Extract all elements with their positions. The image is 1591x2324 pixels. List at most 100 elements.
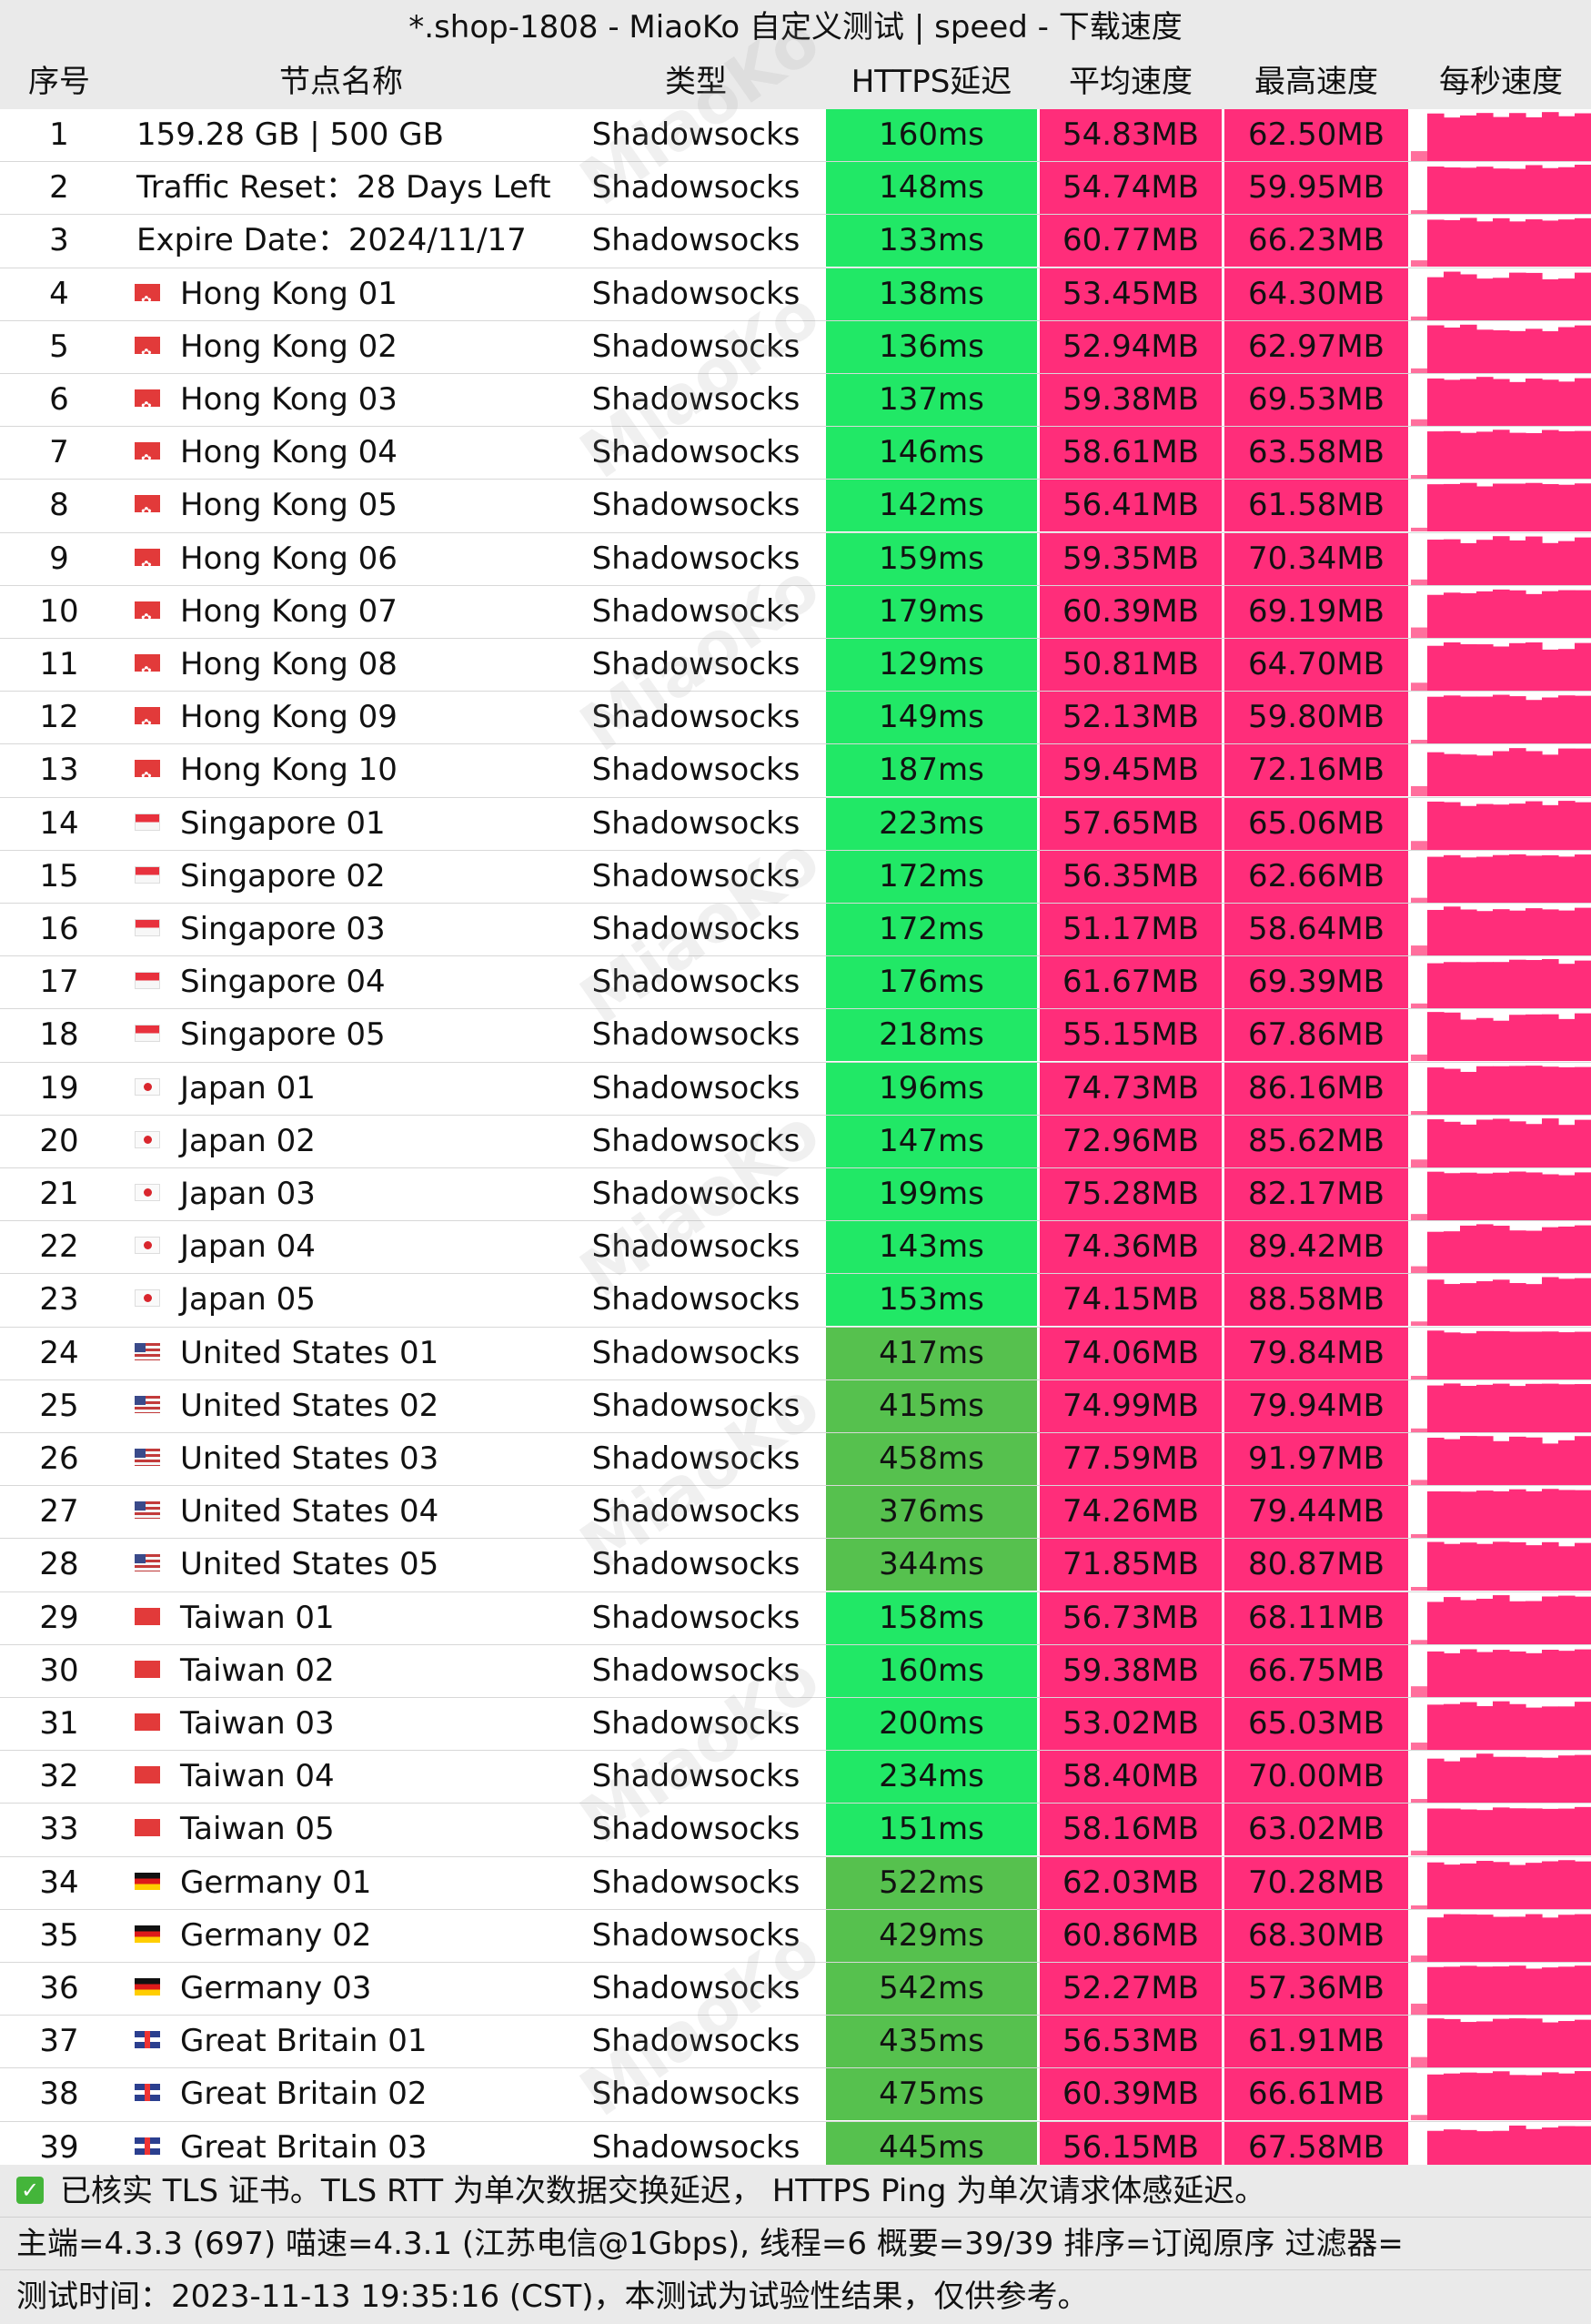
average-speed: 71.85MB [1040, 1539, 1222, 1591]
speed-sample-bar [1427, 2130, 1445, 2174]
table-row[interactable]: 19 Japan 01 Shadowsocks 196ms 74.73MB 86.16MB [0, 1062, 1591, 1116]
node-type: Shadowsocks [591, 1281, 801, 1319]
table-row[interactable]: 10 Hong Kong 07 Shadowsocks 179ms60.39MB69.… [0, 585, 1591, 639]
table-row[interactable]: 6 Hong Kong 03 Shadowsocks 137ms59.38MB69.5… [0, 374, 1591, 428]
table-row[interactable]: 35 Germany 02 Shadowsocks 429ms 60.86MB 68.30… [0, 1909, 1591, 1963]
table-row[interactable]: 8 Hong Kong 05 Shadowsocks 142ms56.41MB61.5… [0, 480, 1591, 533]
max-speed: 63.02MB [1224, 1804, 1408, 1856]
speed-sample-bar [1493, 1172, 1510, 1220]
speed-sample-bar [1542, 2127, 1559, 2174]
table-row[interactable]: 23 Japan 05 Shadowsocks 153ms 74.15MB 88.58MB [0, 1274, 1591, 1328]
speed-sample-bar [1575, 1225, 1591, 1274]
speed-sample-bar [1411, 316, 1428, 320]
table-row[interactable]: 7 Hong Kong 04 Shadowsocks 146ms58.61MB63.5… [0, 427, 1591, 480]
speed-sample-bar [1526, 1968, 1543, 2015]
column-header-avg-speed[interactable]: 平均速度 [1069, 64, 1193, 100]
https-latency: 129ms [826, 639, 1037, 691]
average-speed: 74.36MB [1040, 1221, 1222, 1274]
column-header-https-latency[interactable]: HTTPS延迟 [851, 64, 1012, 100]
speed-sample-bar [1526, 1230, 1543, 1274]
node-type: Shadowsocks [591, 540, 801, 577]
speed-sample-bar [1411, 2115, 1428, 2121]
speed-sample-bar [1411, 1799, 1428, 1804]
speed-sample-bar [1444, 695, 1461, 744]
table-row[interactable]: 38 Great Britain 02 Shadowsocks 475ms 60.39M… [0, 2068, 1591, 2122]
table-row[interactable]: 21 Japan 03 Shadowsocks 199ms 75.28MB 82.17MB [0, 1168, 1591, 1222]
max-speed: 69.39MB [1224, 956, 1408, 1009]
speed-sample-bar [1542, 429, 1559, 480]
table-row[interactable]: 18 Singapore 05 Shadowsocks 218ms 55.15MB 67.… [0, 1009, 1591, 1063]
table-row[interactable]: 27 United States 04 Shadowsocks 376ms 74.26M… [0, 1486, 1591, 1540]
speed-sample-bar [1526, 379, 1543, 426]
speed-sample-bar [1558, 590, 1576, 638]
speed-sample-bar [1476, 911, 1494, 955]
speed-sample-bar [1542, 1542, 1559, 1591]
speed-sample-bar [1460, 1863, 1477, 1909]
table-row[interactable]: 36 Germany 03 Shadowsocks 542ms 52.27MB 57.36… [0, 1963, 1591, 2016]
table-row[interactable]: 20 Japan 02 Shadowsocks 147ms 72.96MB 85.62MB [0, 1115, 1591, 1168]
speed-sample-bar [1558, 800, 1576, 850]
table-row[interactable]: 16 Singapore 03 Shadowsocks 172ms 51.17MB 58.… [0, 904, 1591, 957]
table-row[interactable]: 28 United States 05 Shadowsocks 344ms 71.85M… [0, 1539, 1591, 1592]
column-header-per-second-speed[interactable]: 每秒速度 [1439, 64, 1563, 100]
speed-sample-bar [1460, 1965, 1477, 2015]
table-row[interactable]: 34 Germany 01 Shadowsocks 522ms 62.03MB 70.28… [0, 1856, 1591, 1910]
table-row[interactable]: 1 159.28 GB | 500 GB Shadowsocks 160ms 54.83… [0, 109, 1591, 163]
speed-sample-bar [1526, 1331, 1543, 1379]
speed-sample-bar [1444, 906, 1461, 955]
per-second-speed-graph [1411, 904, 1591, 955]
table-row[interactable]: 32 Taiwan 04 Shadowsocks 234ms 58.40MB 70.00M… [0, 1751, 1591, 1804]
speed-sample-bar [1444, 802, 1461, 850]
table-row[interactable]: 37 Great Britain 01 Shadowsocks 435ms 56.53M… [0, 2016, 1591, 2069]
table-row[interactable]: 15 Singapore 02 Shadowsocks 172ms 56.35MB 62.… [0, 850, 1591, 904]
table-row[interactable]: 3 Expire Date：2024/11/17 Shadowsocks 133ms 6… [0, 215, 1591, 268]
table-row[interactable]: 17 Singapore 04 Shadowsocks 176ms 61.67MB 69.… [0, 956, 1591, 1010]
flag-hk-icon [135, 646, 160, 691]
node-name: Japan 02 [180, 1122, 316, 1159]
flag-sg-icon [135, 1025, 160, 1043]
table-row[interactable]: 12 Hong Kong 09 Shadowsocks 149ms52.13MB59.… [0, 692, 1591, 745]
column-header-max-speed[interactable]: 最高速度 [1254, 64, 1378, 100]
speed-sample-bar [1526, 1707, 1543, 1750]
table-row[interactable]: 14 Singapore 01 Shadowsocks 223ms 57.65MB 65.… [0, 797, 1591, 851]
table-row[interactable]: 5 Hong Kong 02 Shadowsocks 136ms52.94MB62.9… [0, 320, 1591, 374]
node-name: Japan 05 [180, 1281, 316, 1319]
table-row[interactable]: 11 Hong Kong 08 Shadowsocks 129ms50.81MB64.… [0, 639, 1591, 692]
table-row[interactable]: 25 United States 02 Shadowsocks 415ms 74.99M… [0, 1379, 1591, 1433]
speed-sample-bar [1526, 1601, 1543, 1644]
table-row[interactable]: 31 Taiwan 03 Shadowsocks 200ms 53.02MB 65.03M… [0, 1698, 1591, 1752]
table-row[interactable]: 33 Taiwan 05 Shadowsocks 151ms 58.16MB 63.02M… [0, 1804, 1591, 1857]
node-name: Singapore 02 [180, 857, 386, 894]
table-row[interactable]: 29 Taiwan 01 Shadowsocks 158ms 56.73MB 68.11M… [0, 1591, 1591, 1645]
node-name: United States 03 [180, 1440, 439, 1477]
table-row[interactable]: 9 Hong Kong 06 Shadowsocks 159ms59.35MB70.3… [0, 532, 1591, 586]
table-row[interactable]: 30 Taiwan 02 Shadowsocks 160ms 59.38MB 66.75M… [0, 1644, 1591, 1698]
per-second-speed-graph [1411, 850, 1591, 903]
speed-sample-bar [1411, 579, 1428, 585]
max-speed: 67.86MB [1224, 1009, 1408, 1062]
table-row[interactable]: 22 Japan 04 Shadowsocks 143ms 74.36MB 89.42MB [0, 1221, 1591, 1275]
speed-sample-bar [1427, 1491, 1445, 1539]
column-header-type[interactable]: 类型 [665, 64, 727, 100]
table-row[interactable]: 13 Hong Kong 10 Shadowsocks 187ms59.45MB72.… [0, 744, 1591, 798]
node-name-cell: Taiwan 05 [135, 1804, 562, 1855]
speed-sample-bar [1411, 260, 1428, 268]
node-name: United States 05 [180, 1546, 439, 1583]
https-latency: 136ms [826, 320, 1037, 373]
node-name: Taiwan 04 [180, 1758, 335, 1795]
speed-sample-bar [1476, 1490, 1494, 1539]
table-row[interactable]: 24 United States 01 Shadowsocks 417ms 74.06M… [0, 1327, 1591, 1380]
row-index: 32 [39, 1758, 79, 1795]
speed-sample-bar [1575, 590, 1591, 638]
table-row[interactable]: 4 Hong Kong 01 Shadowsocks 138ms53.45MB64.3… [0, 268, 1591, 321]
table-row[interactable]: 2 Traffic Reset：28 Days Left Shadowsocks 14… [0, 162, 1591, 216]
node-type: Shadowsocks [591, 1069, 801, 1106]
column-header-index[interactable]: 序号 [28, 64, 90, 100]
speed-sample-bar [1460, 1809, 1477, 1856]
row-index: 11 [39, 646, 79, 682]
table-row[interactable]: 26 United States 03 Shadowsocks 458ms 77.59M… [0, 1433, 1591, 1487]
max-speed: 91.97MB [1224, 1433, 1408, 1485]
speed-sample-bar [1575, 1172, 1591, 1220]
column-header-node-name[interactable]: 节点名称 [279, 64, 403, 100]
average-speed: 59.38MB [1040, 1644, 1222, 1697]
